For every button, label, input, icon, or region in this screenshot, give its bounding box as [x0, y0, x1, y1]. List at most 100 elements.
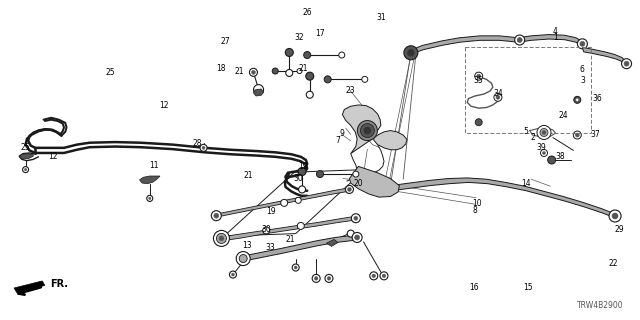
Text: 16: 16 [468, 283, 479, 292]
Circle shape [496, 95, 500, 99]
Polygon shape [19, 154, 33, 159]
Circle shape [348, 230, 354, 237]
Text: 5: 5 [524, 127, 529, 136]
Text: 35: 35 [474, 76, 484, 85]
Circle shape [272, 68, 278, 74]
Text: 28: 28 [193, 139, 202, 148]
Circle shape [295, 197, 301, 203]
Circle shape [263, 228, 269, 234]
Text: 38: 38 [556, 152, 566, 161]
Circle shape [580, 41, 585, 46]
Polygon shape [326, 239, 338, 246]
Circle shape [346, 186, 353, 193]
Circle shape [297, 68, 302, 74]
Text: 19: 19 [266, 207, 276, 216]
Text: 12: 12 [159, 101, 168, 110]
Circle shape [202, 146, 205, 149]
Text: 21: 21 [286, 235, 295, 244]
Circle shape [239, 255, 247, 262]
Text: 33: 33 [265, 243, 275, 252]
Text: 10: 10 [472, 199, 482, 208]
Text: 26: 26 [302, 8, 312, 17]
Text: FR.: FR. [50, 279, 68, 289]
Circle shape [476, 119, 482, 126]
Polygon shape [349, 166, 399, 197]
Text: TRW4B2900: TRW4B2900 [577, 301, 624, 310]
Polygon shape [518, 35, 582, 46]
Circle shape [327, 276, 331, 280]
Polygon shape [140, 176, 160, 184]
Circle shape [475, 72, 483, 80]
Text: 24: 24 [558, 111, 568, 120]
Circle shape [352, 232, 362, 243]
Circle shape [543, 151, 545, 155]
Text: 7: 7 [335, 136, 340, 145]
Text: 36: 36 [593, 94, 603, 103]
Text: 4: 4 [553, 27, 558, 36]
Polygon shape [582, 47, 627, 66]
Text: 2: 2 [530, 133, 535, 142]
Circle shape [542, 131, 546, 134]
Circle shape [612, 213, 618, 219]
Text: 39: 39 [536, 143, 546, 152]
Text: 14: 14 [521, 179, 531, 188]
Text: 17: 17 [315, 29, 325, 38]
Polygon shape [14, 281, 45, 292]
Circle shape [304, 52, 310, 59]
Text: 31: 31 [376, 13, 387, 22]
Circle shape [624, 61, 629, 66]
Text: 13: 13 [242, 241, 252, 250]
Text: 23: 23 [346, 86, 356, 95]
Text: 3: 3 [580, 76, 585, 84]
Circle shape [477, 74, 481, 78]
Polygon shape [342, 105, 407, 154]
Circle shape [216, 233, 227, 244]
Circle shape [218, 236, 223, 242]
Circle shape [307, 91, 313, 98]
Text: 30: 30 [261, 225, 271, 234]
Circle shape [325, 274, 333, 282]
Circle shape [494, 93, 502, 101]
Circle shape [286, 69, 292, 76]
Text: 22: 22 [609, 259, 618, 268]
Text: 20: 20 [353, 179, 364, 188]
Text: 21: 21 [235, 67, 244, 76]
Circle shape [609, 210, 621, 222]
Circle shape [382, 274, 386, 278]
Circle shape [214, 213, 219, 218]
Circle shape [232, 273, 234, 276]
Circle shape [147, 196, 153, 201]
Polygon shape [390, 178, 616, 218]
Circle shape [540, 129, 548, 136]
Circle shape [573, 131, 581, 139]
Text: 25: 25 [105, 68, 115, 76]
Circle shape [515, 35, 525, 45]
Circle shape [236, 252, 250, 266]
Polygon shape [214, 188, 351, 218]
Polygon shape [253, 89, 264, 96]
Circle shape [298, 168, 306, 176]
Circle shape [214, 230, 230, 246]
Circle shape [253, 84, 264, 95]
Circle shape [299, 186, 305, 193]
Circle shape [348, 188, 351, 191]
Circle shape [250, 68, 257, 76]
Circle shape [574, 96, 580, 103]
Circle shape [263, 227, 269, 234]
Circle shape [339, 52, 345, 58]
Polygon shape [410, 36, 518, 55]
Circle shape [575, 133, 579, 137]
Text: 12: 12 [48, 152, 57, 161]
Circle shape [324, 76, 331, 83]
Circle shape [214, 234, 226, 244]
Circle shape [354, 216, 358, 220]
Text: 6: 6 [580, 65, 585, 74]
Text: 1: 1 [553, 33, 558, 42]
Bar [465, 47, 591, 133]
Text: 11: 11 [149, 161, 158, 170]
Circle shape [317, 171, 323, 178]
Circle shape [351, 214, 360, 223]
Text: 25: 25 [20, 143, 31, 152]
Text: 32: 32 [294, 33, 305, 42]
Circle shape [24, 168, 27, 171]
